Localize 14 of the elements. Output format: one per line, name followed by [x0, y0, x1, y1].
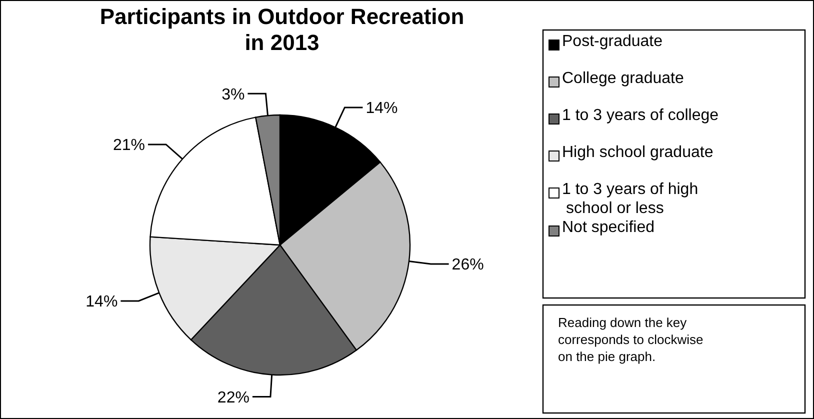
- legend-label: Not specified: [562, 219, 654, 236]
- legend-label: High school graduate: [562, 144, 714, 161]
- legend-label: College graduate: [562, 70, 684, 87]
- chart-title: Participants in Outdoor Recreation in 2013: [100, 4, 464, 55]
- data-label: 3%: [222, 86, 245, 104]
- legend-label: 1 to 3 years of high school or less: [562, 181, 698, 217]
- legend-label: 1 to 3 years of college: [562, 107, 719, 124]
- data-label: 22%: [217, 389, 250, 406]
- data-label: 14%: [86, 294, 118, 311]
- data-label: 14%: [366, 100, 398, 118]
- legend-label: Post-graduate: [562, 33, 663, 50]
- data-label: 21%: [112, 137, 145, 154]
- text: Reading down the key corresponds to clockwise on the pie graph.: [558, 315, 704, 364]
- data-label: 26%: [452, 256, 484, 274]
